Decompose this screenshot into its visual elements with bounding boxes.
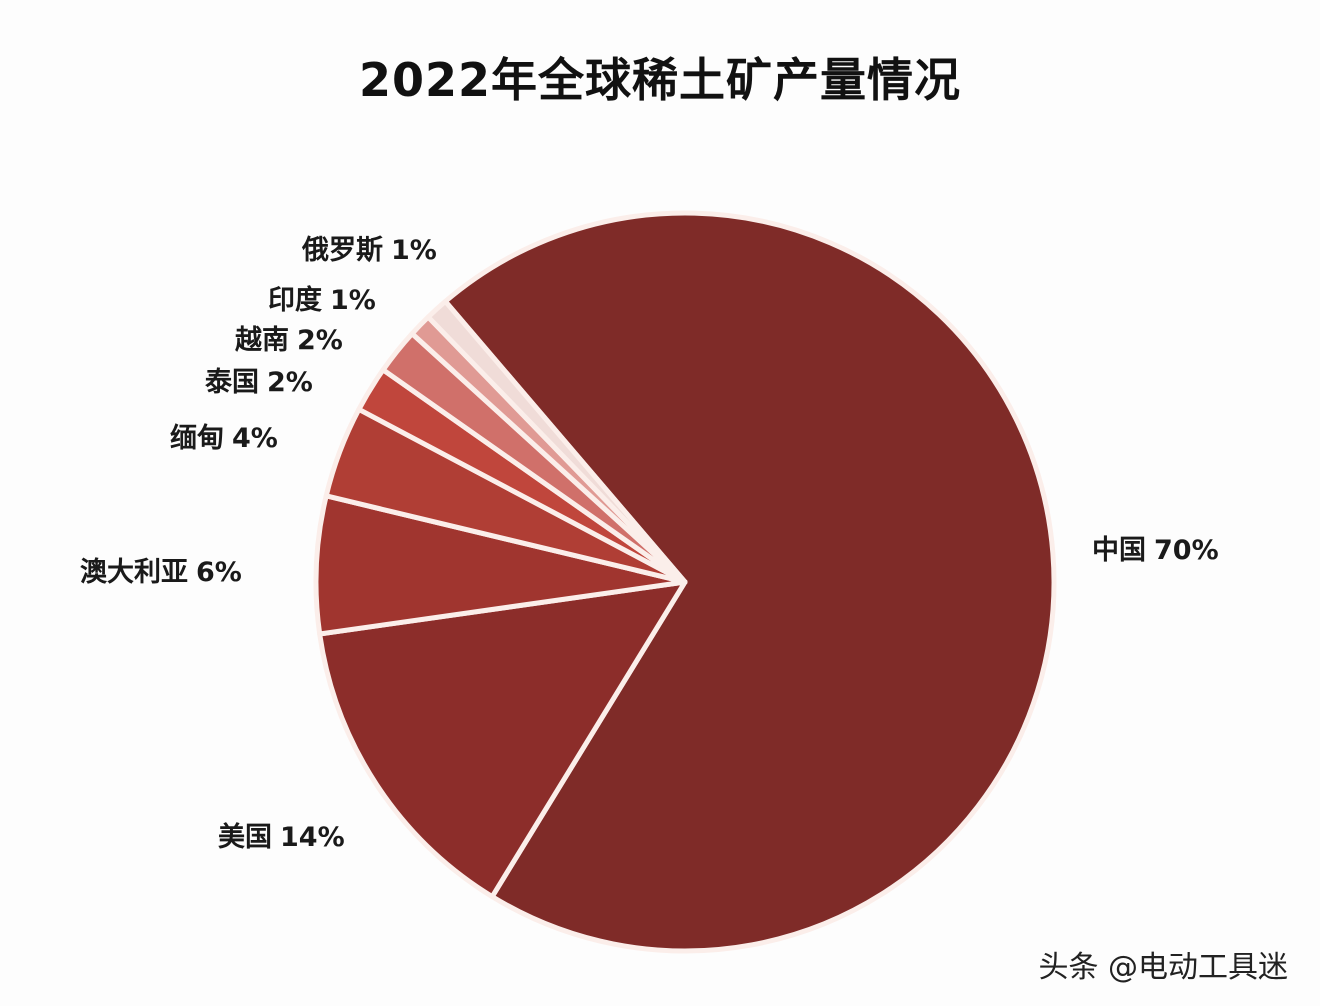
watermark: 头条 @电动工具迷 (1038, 950, 1288, 985)
pie-slice-2 (313, 493, 688, 637)
pie-slice-1 (317, 579, 688, 900)
label-australia: 澳大利亚 6% (80, 557, 242, 588)
label-thailand: 泰国 2% (205, 367, 313, 398)
pie-slice-7 (425, 298, 688, 585)
label-myanmar: 缅甸 4% (170, 423, 278, 454)
label-usa: 美国 14% (218, 822, 345, 853)
label-vietnam: 越南 2% (235, 325, 343, 356)
chart-title: 2022年全球稀土矿产量情况 (358, 53, 962, 107)
label-china: 中国 70% (1092, 535, 1219, 566)
label-india: 印度 1% (268, 285, 376, 316)
pie-slice-0 (442, 210, 1057, 954)
label-russia: 俄罗斯 1% (302, 235, 437, 266)
